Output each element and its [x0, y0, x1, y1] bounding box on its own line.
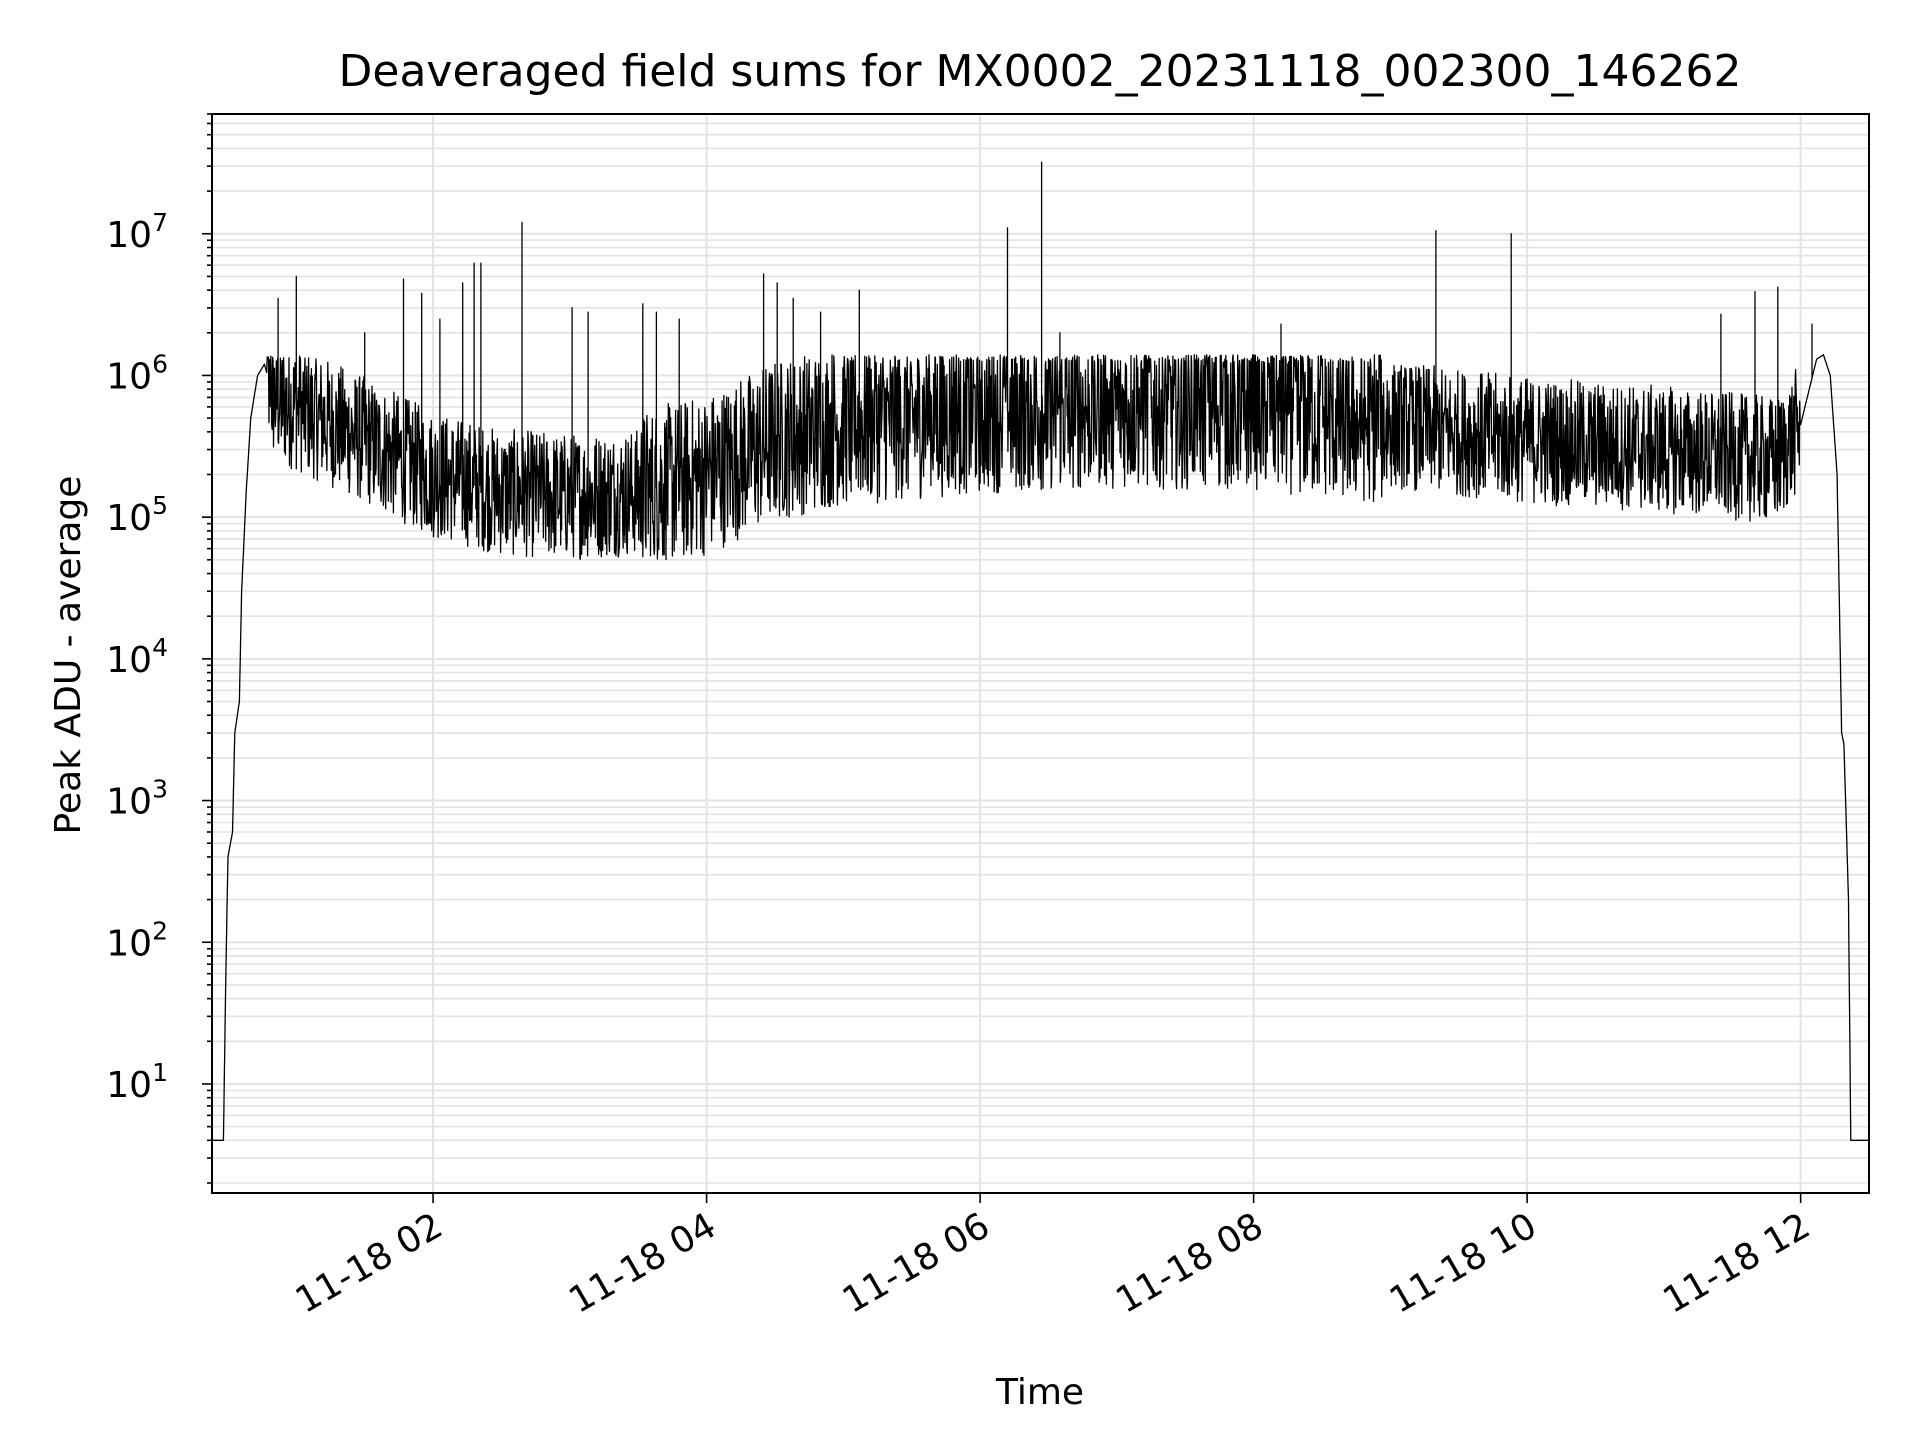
y-tick-base: 10: [106, 640, 152, 681]
y-tick-base: 10: [106, 1065, 152, 1106]
y-tick-base: 10: [106, 356, 152, 397]
y-tick-exponent: 3: [152, 775, 168, 804]
y-tick-exponent: 7: [152, 208, 168, 237]
y-axis-label: Peak ADU - average: [48, 476, 89, 835]
y-tick-exponent: 2: [152, 916, 168, 945]
y-tick-label: 101: [106, 1058, 168, 1106]
chart-title: Deaveraged field sums for MX0002_2023111…: [339, 46, 1742, 97]
y-tick-base: 10: [106, 923, 152, 964]
y-tick-label: 104: [106, 633, 168, 681]
y-tick-label: 102: [106, 916, 168, 964]
series-layer: [211, 161, 1870, 1141]
series-line: [211, 161, 1870, 1141]
y-tick-exponent: 6: [152, 349, 168, 378]
y-tick-exponent: 4: [152, 633, 168, 662]
y-tick-exponent: 1: [152, 1058, 168, 1087]
y-tick-label: 105: [106, 491, 168, 539]
plot-frame: [211, 113, 1870, 1194]
y-tick-label: 106: [106, 349, 168, 397]
grid-lines: [212, 113, 1869, 1193]
y-tick-base: 10: [106, 782, 152, 823]
y-tick-label: 107: [106, 208, 168, 256]
y-tick-base: 10: [106, 215, 152, 256]
y-tick-base: 10: [106, 498, 152, 539]
y-tick-exponent: 5: [152, 491, 168, 520]
y-tick-label: 103: [106, 775, 168, 823]
x-axis-label: Time: [995, 1372, 1084, 1413]
